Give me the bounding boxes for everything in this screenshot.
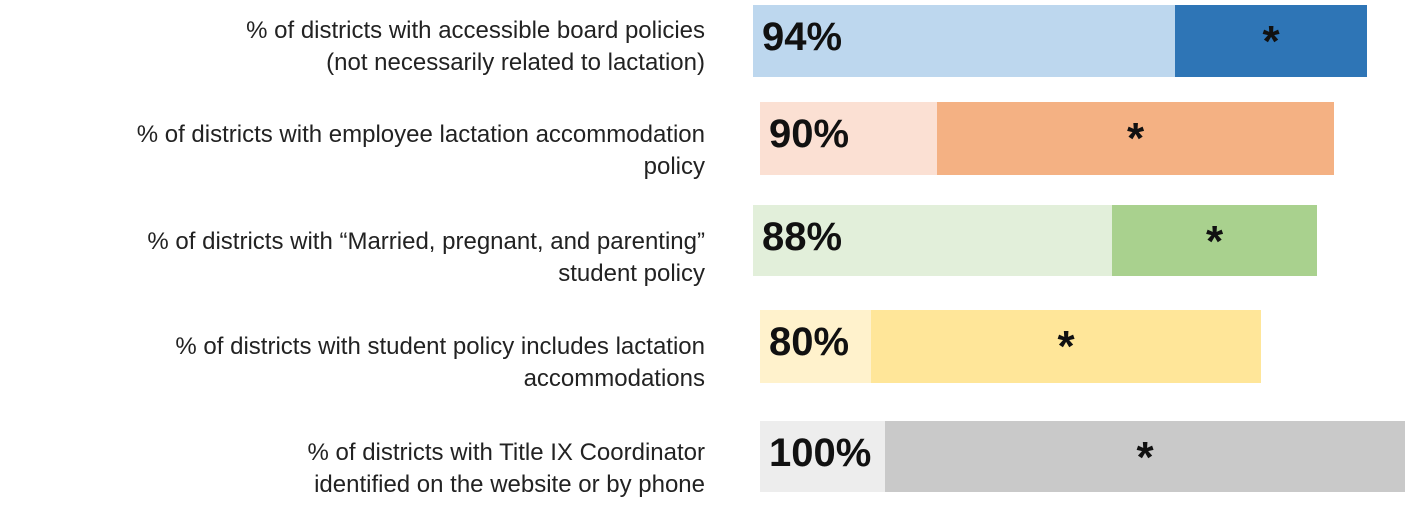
row-label: % of districts with “Married, pregnant, … [147, 226, 705, 290]
bar-light [753, 205, 1112, 276]
value-label: 100% [769, 431, 872, 475]
bar-dark [937, 102, 1334, 175]
value-label: 94% [762, 15, 843, 59]
marker: * [1205, 217, 1224, 266]
row-label: % of districts with accessible board pol… [246, 15, 705, 79]
bar-light [760, 421, 885, 492]
marker: * [1057, 322, 1075, 371]
label-line: % of districts with “Married, pregnant, … [147, 228, 705, 255]
bar-dark [1175, 5, 1367, 77]
label-line: % of districts with employee lactation a… [136, 121, 705, 148]
label-line: identified on the website or by phone [314, 471, 705, 498]
value-label: 80% [769, 320, 850, 364]
label-line: (not necessarily related to lactation) [326, 49, 705, 76]
label-line: student policy [558, 260, 705, 287]
bar-dark [885, 421, 1405, 492]
value-label: 88% [762, 215, 843, 259]
label-line: % of districts with accessible board pol… [246, 17, 705, 44]
value-label: 90% [769, 112, 850, 156]
bar-dark [1112, 205, 1317, 276]
label-line: % of districts with student policy inclu… [175, 333, 705, 360]
row-label: % of districts with employee lactation a… [137, 119, 705, 183]
row-label: % of districts with student policy inclu… [175, 331, 705, 395]
bar-light [753, 5, 1175, 77]
marker: * [1136, 433, 1154, 482]
label-line: accommodations [523, 365, 705, 392]
bar-light [760, 102, 937, 175]
marker: * [1126, 114, 1145, 163]
label-line: policy [643, 153, 705, 180]
label-line: % of districts with Title IX Coordinator [307, 439, 705, 466]
row-label: % of districts with Title IX Coordinator… [308, 437, 705, 501]
bar-dark [871, 310, 1261, 383]
marker: * [1262, 17, 1280, 66]
bar-light [760, 310, 871, 383]
